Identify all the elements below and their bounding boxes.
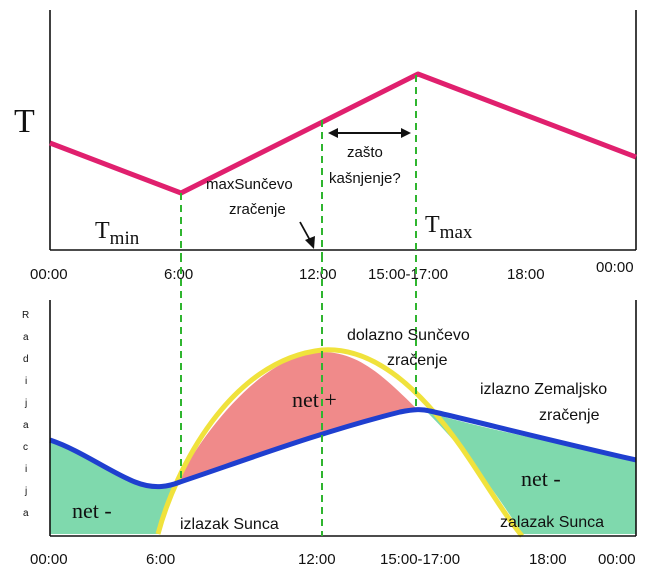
temperature-axis-symbol: T: [14, 103, 35, 140]
net-positive-label: net +: [292, 387, 337, 412]
outgoing-earth-curve: [49, 407, 637, 490]
top-tick-1500-1700: 15:00-17:00: [368, 266, 448, 283]
radiation-letter-3: d: [23, 354, 29, 365]
net-positive-area: [177, 352, 418, 482]
top-tick-1800: 18:00: [507, 266, 545, 283]
net-negative-right-label: net -: [521, 466, 561, 491]
top-tick-0600: 6:00: [164, 266, 193, 283]
max-solar-annotation-line2: zračenje: [229, 201, 286, 218]
bottom-panel: R a d i j a c i j a net + net - net - do…: [22, 255, 637, 568]
top-tick-0000-left: 00:00: [30, 266, 68, 283]
top-tick-0000-right: 00:00: [596, 259, 634, 276]
incoming-solar-label-line1: dolazno Sunčevo: [347, 327, 470, 344]
net-negative-left-label: net -: [72, 498, 112, 523]
top-guide-lines: [180, 75, 417, 255]
outgoing-earth-label-line1: izlazno Zemaljsko: [480, 381, 607, 398]
radiation-letter-9: j: [24, 486, 27, 497]
bottom-guide-lines: [180, 255, 417, 536]
top-x-tick-labels: 00:00 6:00 12:00 15:00-17:00 18:00 00:00: [30, 259, 634, 283]
max-solar-annotation-line1: maxSunčevo: [206, 176, 293, 193]
radiation-letter-10: a: [23, 508, 29, 519]
net-negative-right-area: [427, 412, 636, 534]
radiation-letter-5: j: [24, 398, 27, 409]
radiation-letter-1: R: [22, 310, 29, 321]
radiation-letter-7: c: [23, 442, 28, 453]
radiation-letter-2: a: [23, 332, 29, 343]
radiation-letter-6: a: [23, 420, 29, 431]
delay-annotation-line1: zašto: [347, 144, 383, 161]
tmax-label: Tmax: [425, 212, 473, 243]
radiation-axis-label: R a d i j a c i j a: [22, 310, 29, 519]
incoming-solar-curve: [155, 347, 524, 538]
bottom-tick-0600: 6:00: [146, 551, 175, 568]
delay-annotation-line2: kašnjenje?: [329, 170, 401, 187]
tmin-label: Tmin: [95, 218, 140, 249]
net-negative-left-area: [50, 440, 177, 534]
temperature-curve: [49, 71, 637, 196]
bottom-tick-1500-1700: 15:00-17:00: [380, 551, 460, 568]
bottom-tick-0000-right: 00:00: [598, 551, 636, 568]
sunset-label: zalazak Sunca: [500, 514, 604, 531]
top-tick-1200: 12:00: [299, 266, 337, 283]
max-solar-arrow: [299, 221, 315, 249]
top-panel: T Tmin Tmax zašto kašnjenje? maxSunčevo …: [14, 10, 637, 283]
bottom-tick-0000-left: 00:00: [30, 551, 68, 568]
radiation-letter-8: i: [25, 464, 27, 475]
outgoing-earth-label-line2: zračenje: [539, 407, 600, 424]
radiation-letter-4: i: [25, 376, 27, 387]
bottom-tick-1200: 12:00: [298, 551, 336, 568]
bottom-tick-1800: 18:00: [529, 551, 567, 568]
bottom-x-tick-labels: 00:00 6:00 12:00 15:00-17:00 18:00 00:00: [30, 551, 636, 568]
sunrise-label: izlazak Sunca: [180, 516, 279, 533]
incoming-solar-label-line2: zračenje: [387, 352, 448, 369]
delay-arrow: [328, 128, 411, 138]
